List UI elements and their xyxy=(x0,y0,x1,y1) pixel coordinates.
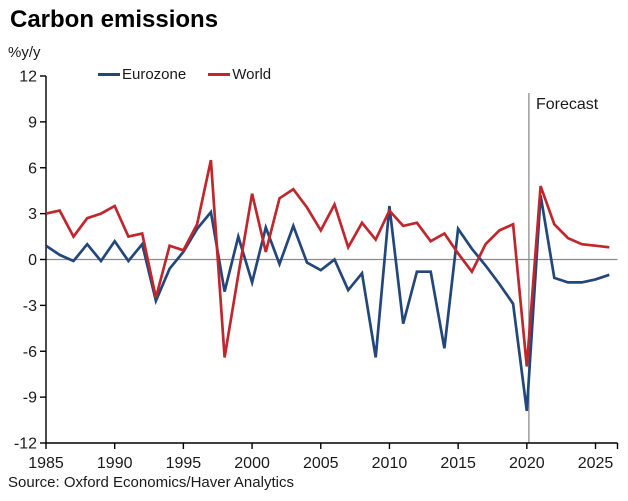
x-tick-label: 1985 xyxy=(28,455,64,472)
x-tick-label: 2010 xyxy=(372,455,408,472)
chart-title: Carbon emissions xyxy=(10,6,219,33)
x-tick-label: 1995 xyxy=(166,455,202,472)
legend-label-world: World xyxy=(232,66,272,83)
x-tick-label: 2025 xyxy=(578,455,614,472)
y-tick-label: 3 xyxy=(28,206,37,223)
eurozone-series-line xyxy=(45,195,610,412)
y-tick-label: 0 xyxy=(28,252,37,269)
y-tick-label: 12 xyxy=(19,69,37,86)
x-tick-label: 2005 xyxy=(303,455,339,472)
y-tick-label: -9 xyxy=(23,390,37,407)
y-axis-unit-label: %y/y xyxy=(8,44,41,61)
legend: Eurozone World xyxy=(98,66,271,83)
y-tick-label: -12 xyxy=(14,436,37,453)
x-tick-label: 1990 xyxy=(97,455,133,472)
eurozone-line-swatch xyxy=(98,73,120,76)
legend-item-eurozone: Eurozone xyxy=(98,66,186,83)
x-tick-label: 2000 xyxy=(234,455,270,472)
forecast-label: Forecast xyxy=(536,96,599,113)
y-tick-label: 9 xyxy=(28,114,37,131)
world-line-swatch xyxy=(208,73,231,76)
legend-label-eurozone: Eurozone xyxy=(122,66,187,83)
x-tick-label: 2020 xyxy=(509,455,545,472)
legend-item-world: World xyxy=(208,66,271,83)
x-tick-label: 2015 xyxy=(440,455,476,472)
y-tick-label: -3 xyxy=(23,298,37,315)
world-series-line xyxy=(45,159,610,367)
y-tick-label: -6 xyxy=(23,344,37,361)
source-note: Source: Oxford Economics/Haver Analytics xyxy=(8,474,294,491)
y-tick-label: 6 xyxy=(28,160,37,177)
